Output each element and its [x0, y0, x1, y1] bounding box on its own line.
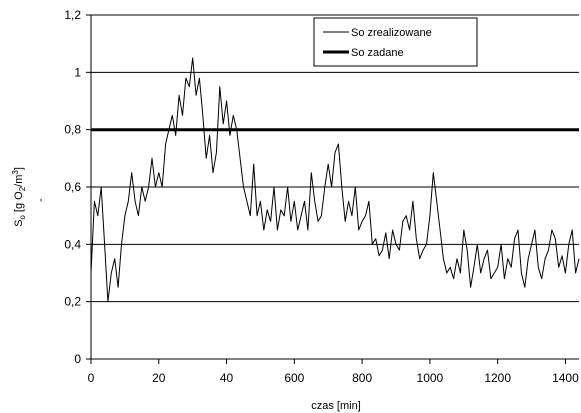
x-tick-label-1: 20	[152, 371, 166, 385]
x-tick-label-5: 1000	[417, 371, 444, 385]
x-ticks: 0 20 40 600 800 1000 1200 1400	[88, 359, 579, 385]
x-tick-label-0: 0	[88, 371, 95, 385]
y-tick-label-4: 0,8	[64, 123, 81, 137]
x-tick-label-6: 1200	[484, 371, 511, 385]
series-layer	[90, 57, 580, 303]
legend-box	[313, 17, 478, 67]
legend-label-so-zrealizowane: So zrealizowane	[351, 27, 432, 39]
y-tick-label-5: 1	[74, 65, 81, 79]
y-tick-label-1: 0,2	[64, 295, 81, 309]
legend: So zrealizowane So zadane	[313, 17, 478, 67]
y-axis-label: So [g O2/m3]	[11, 167, 27, 227]
x-tick-label-2: 40	[220, 371, 234, 385]
x-tick-label-7: 1400	[552, 371, 579, 385]
y-tick-label-0: 0	[74, 352, 81, 366]
y-ticks: 0 0,2 0,4 0,6 0,8 1 1,2	[64, 8, 91, 366]
series-line-so-zrealizowane	[90, 57, 580, 303]
y-axis-label-dash: -	[35, 198, 47, 202]
y-tick-label-3: 0,6	[64, 180, 81, 194]
legend-label-so-zadane: So zadane	[351, 47, 404, 59]
y-tick-label-6: 1,2	[64, 8, 81, 22]
x-axis-label: czas [min]	[311, 400, 361, 412]
y-tick-label-2: 0,4	[64, 237, 81, 251]
x-tick-label-3: 600	[284, 371, 304, 385]
x-tick-label-4: 800	[352, 371, 372, 385]
